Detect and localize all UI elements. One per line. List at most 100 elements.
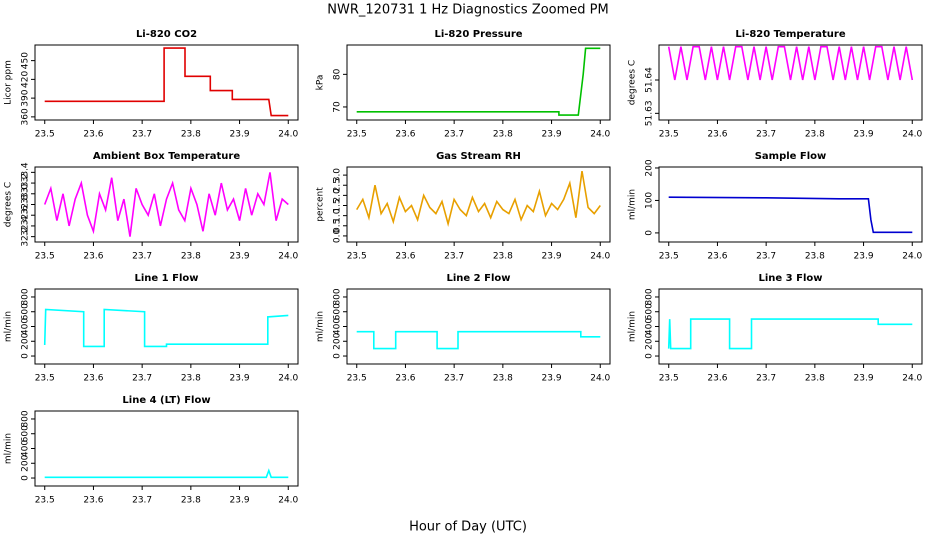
- x-tick-label: 23.9: [230, 374, 250, 384]
- x-tick-label: 23.6: [395, 130, 415, 140]
- plot-frame: [34, 44, 299, 121]
- x-tick-label: 23.8: [181, 374, 201, 384]
- data-line: [667, 45, 914, 81]
- x-tick-label: 23.7: [444, 374, 464, 384]
- y-tick-label: 0: [333, 353, 343, 359]
- page-title: NWR_120731 1 Hz Diagnostics Zoomed PM: [327, 3, 609, 18]
- y-axis-label: ml/min: [628, 311, 638, 342]
- x-tick-label: 23.7: [756, 252, 776, 262]
- y-tick-label: 70: [333, 101, 343, 113]
- y-tick-label: 600: [21, 425, 31, 442]
- x-tick-label: 23.9: [854, 252, 874, 262]
- panel-title: Line 4 (LT) Flow: [122, 395, 210, 406]
- y-axis-label: percent: [316, 187, 326, 222]
- x-tick-label: 23.5: [347, 252, 367, 262]
- panel-title: Gas Stream RH: [436, 151, 521, 162]
- x-tick-label: 23.8: [805, 252, 825, 262]
- x-tick-label: 23.6: [707, 252, 727, 262]
- x-tick-label: 23.5: [659, 130, 679, 140]
- y-tick-label: 32.4: [21, 216, 31, 236]
- y-tick-label: 400: [21, 440, 31, 457]
- x-tick-label: 24.0: [278, 130, 298, 140]
- x-tick-label: 24.0: [278, 374, 298, 384]
- x-tick-label: 23.6: [83, 252, 103, 262]
- data-line: [356, 47, 601, 116]
- y-tick-label: 800: [333, 288, 343, 305]
- y-tick-label: 33.0: [21, 183, 31, 203]
- x-tick-label: 24.0: [902, 252, 922, 262]
- y-tick-label: 51.64: [645, 67, 655, 93]
- data-line: [356, 170, 601, 227]
- y-tick-label: 390: [21, 89, 31, 106]
- data-line: [667, 318, 913, 350]
- y-tick-label: 1.0: [333, 208, 343, 223]
- data-line: [44, 468, 289, 479]
- panel-title: Sample Flow: [755, 151, 827, 162]
- x-tick-label: 23.5: [347, 374, 367, 384]
- x-tick-label: 23.9: [230, 252, 250, 262]
- x-tick-label: 24.0: [590, 374, 610, 384]
- x-tick-label: 23.5: [35, 496, 55, 506]
- x-tick-label: 23.6: [395, 374, 415, 384]
- y-tick-label: 32.2: [21, 227, 31, 247]
- y-tick-label: 0: [645, 353, 655, 359]
- data-line: [43, 308, 289, 348]
- y-tick-label: 2.5: [333, 178, 343, 192]
- plot-frame: [346, 288, 611, 365]
- y-tick-label: 200: [645, 159, 655, 176]
- data-line: [43, 172, 289, 237]
- panel-title: Li-820 Temperature: [735, 29, 845, 40]
- y-tick-label: 51.63: [645, 100, 655, 126]
- y-tick-label: 0: [21, 353, 31, 359]
- x-tick-label: 23.9: [230, 130, 250, 140]
- y-tick-label: 800: [21, 410, 31, 427]
- x-tick-label: 23.5: [35, 252, 55, 262]
- y-tick-label: 100: [645, 192, 655, 209]
- panel-title: Line 1 Flow: [135, 273, 199, 284]
- y-axis-label: ml/min: [4, 311, 14, 342]
- y-axis-label: ml/min: [628, 189, 638, 220]
- y-tick-label: 200: [333, 332, 343, 349]
- y-tick-label: 32.8: [21, 194, 31, 214]
- x-tick-label: 23.8: [493, 374, 513, 384]
- plot-frame: [346, 166, 611, 243]
- y-tick-label: 200: [21, 332, 31, 349]
- y-tick-label: 200: [21, 454, 31, 471]
- panel-title: Li-820 CO2: [136, 29, 197, 40]
- x-tick-label: 24.0: [902, 130, 922, 140]
- x-tick-label: 23.7: [132, 374, 152, 384]
- panel-title: Ambient Box Temperature: [93, 151, 240, 162]
- data-line: [44, 47, 289, 117]
- plot-frame: [346, 44, 611, 121]
- x-tick-label: 23.6: [83, 374, 103, 384]
- x-tick-label: 23.8: [493, 252, 513, 262]
- y-tick-label: 600: [645, 303, 655, 320]
- x-tick-label: 23.5: [659, 252, 679, 262]
- y-axis-label: degrees C: [4, 182, 14, 227]
- x-tick-label: 23.5: [347, 130, 367, 140]
- y-tick-label: 32.6: [21, 205, 31, 225]
- x-tick-label: 23.7: [132, 496, 152, 506]
- x-tick-label: 23.9: [230, 496, 250, 506]
- x-tick-label: 24.0: [590, 130, 610, 140]
- x-tick-label: 23.8: [181, 496, 201, 506]
- x-tick-label: 23.9: [542, 130, 562, 140]
- x-tick-label: 23.5: [659, 374, 679, 384]
- y-tick-label: 0.0: [333, 228, 343, 243]
- panel-title: Line 2 Flow: [447, 273, 511, 284]
- y-tick-label: 33.4: [21, 162, 31, 182]
- x-tick-label: 23.8: [181, 252, 201, 262]
- x-tick-label: 24.0: [278, 496, 298, 506]
- y-axis-label: Licor ppm: [4, 60, 14, 105]
- y-axis-label: kPa: [316, 75, 326, 91]
- y-axis-label: ml/min: [4, 433, 14, 464]
- x-tick-label: 23.7: [132, 252, 152, 262]
- x-tick-label: 24.0: [278, 252, 298, 262]
- x-tick-label: 23.6: [707, 374, 727, 384]
- x-tick-label: 23.8: [805, 130, 825, 140]
- y-tick-label: 800: [21, 288, 31, 305]
- y-tick-label: 400: [21, 318, 31, 335]
- plot-frame: [658, 166, 923, 243]
- y-axis-label: degrees C: [628, 60, 638, 105]
